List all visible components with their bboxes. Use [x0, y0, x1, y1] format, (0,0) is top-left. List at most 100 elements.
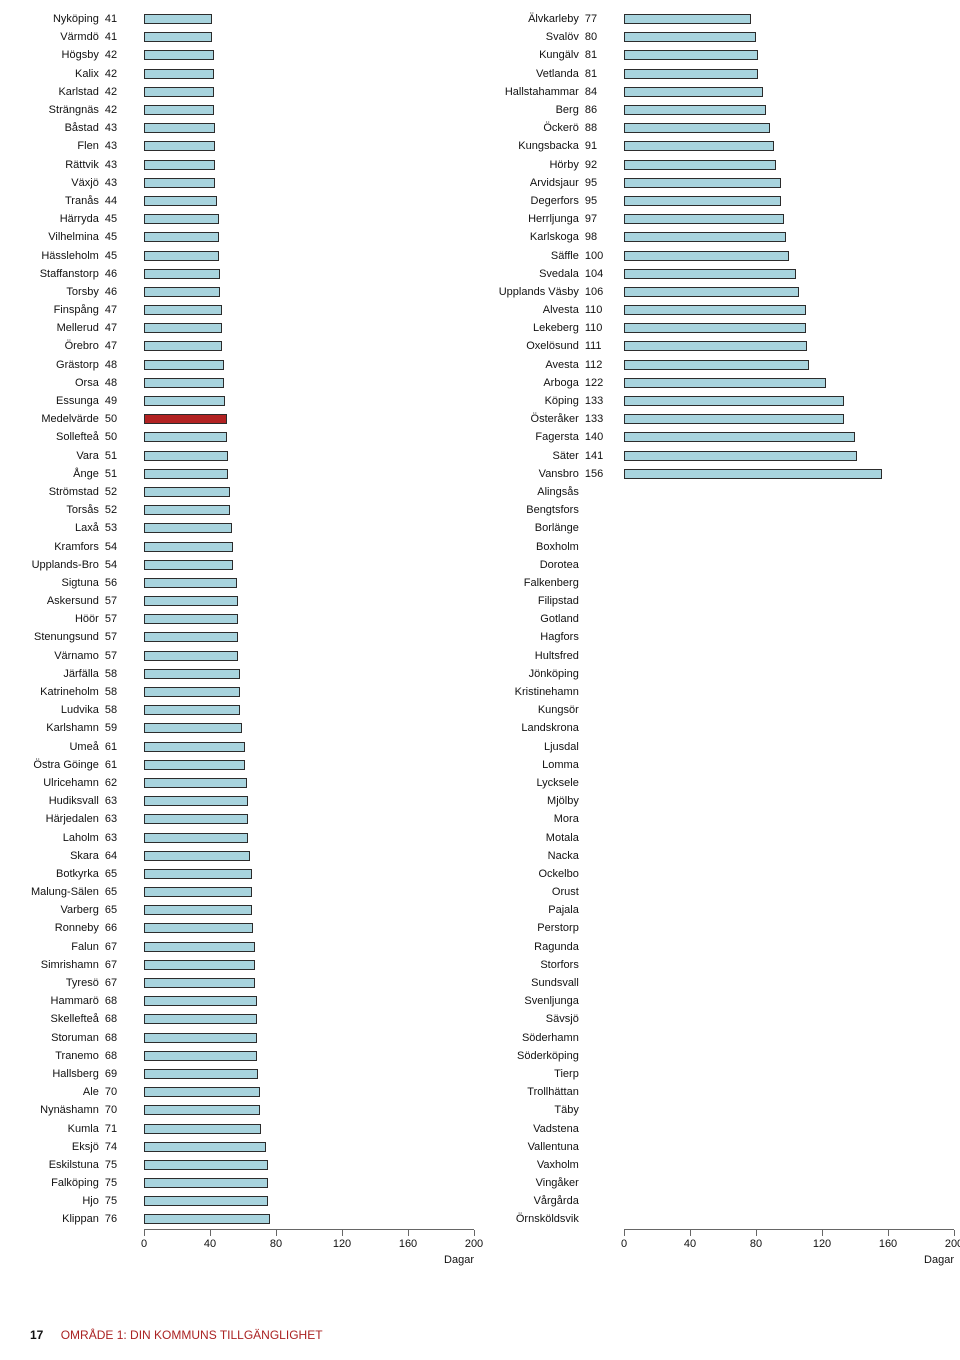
table-row: Säffle100: [490, 246, 950, 264]
table-row: Finspång47: [10, 301, 470, 319]
row-label: Värnamo: [10, 650, 103, 662]
row-value: 66: [103, 922, 144, 934]
row-label: Bengtsfors: [490, 504, 583, 516]
row-value: 53: [103, 522, 144, 534]
bar: [144, 614, 238, 624]
bar: [624, 396, 843, 406]
bar-cell: [624, 923, 950, 933]
table-row: Torsby46: [10, 283, 470, 301]
bar: [144, 1051, 256, 1061]
table-row: Falkenberg: [490, 574, 950, 592]
table-row: Nynäshamn70: [10, 1101, 470, 1119]
row-value: 156: [583, 468, 624, 480]
bar-cell: [624, 396, 950, 406]
bar: [144, 141, 215, 151]
bar: [144, 942, 255, 952]
bar: [144, 505, 230, 515]
bar: [144, 305, 222, 315]
row-value: 75: [103, 1159, 144, 1171]
row-label: Gotland: [490, 613, 583, 625]
table-row: Vingåker: [490, 1174, 950, 1192]
row-label: Katrineholm: [10, 686, 103, 698]
bar-cell: [144, 869, 470, 879]
bar: [624, 105, 766, 115]
bar-cell: [144, 214, 470, 224]
row-value: 140: [583, 431, 624, 443]
table-row: Hässleholm45: [10, 246, 470, 264]
row-label: Falköping: [10, 1177, 103, 1189]
table-row: Kumla71: [10, 1119, 470, 1137]
bar-cell: [144, 341, 470, 351]
bar-cell: [144, 742, 470, 752]
bar: [144, 469, 228, 479]
bar-cell: [144, 360, 470, 370]
bar-cell: [144, 705, 470, 715]
table-row: Boxholm: [490, 537, 950, 555]
bar-cell: [144, 178, 470, 188]
bar-cell: [144, 887, 470, 897]
row-label: Härryda: [10, 213, 103, 225]
bar: [144, 487, 230, 497]
bar-cell: [144, 396, 470, 406]
row-label: Essunga: [10, 395, 103, 407]
table-row: Öckerö88: [490, 119, 950, 137]
bar-cell: [144, 50, 470, 60]
bar: [624, 414, 843, 424]
row-value: 80: [583, 31, 624, 43]
bar: [624, 32, 756, 42]
row-value: 61: [103, 741, 144, 753]
row-label: Vadstena: [490, 1123, 583, 1135]
row-value: 106: [583, 286, 624, 298]
axis-tick: [210, 1230, 211, 1236]
bar: [144, 814, 248, 824]
bar: [144, 196, 217, 206]
axis-tick: [888, 1230, 889, 1236]
row-label: Vansbro: [490, 468, 583, 480]
bar-cell: [624, 1087, 950, 1097]
bar-cell: [624, 996, 950, 1006]
bar-cell: [624, 69, 950, 79]
row-label: Lekeberg: [490, 322, 583, 334]
row-label: Tierp: [490, 1068, 583, 1080]
bar-cell: [624, 1142, 950, 1152]
bar-cell: [624, 705, 950, 715]
row-label: Pajala: [490, 904, 583, 916]
row-value: 111: [583, 340, 624, 352]
row-label: Vingåker: [490, 1177, 583, 1189]
table-row: Sundsvall: [490, 974, 950, 992]
row-label: Storuman: [10, 1032, 103, 1044]
bar: [144, 232, 218, 242]
table-row: Kungsbacka91: [490, 137, 950, 155]
row-label: Karlshamn: [10, 722, 103, 734]
bar-cell: [144, 1069, 470, 1079]
page: Nyköping41Värmdö41Högsby42Kalix42Karlsta…: [0, 0, 960, 1360]
table-row: Eksjö74: [10, 1138, 470, 1156]
row-label: Kumla: [10, 1123, 103, 1135]
table-row: Älvkarleby77: [490, 10, 950, 28]
axis-tick-label: 80: [750, 1238, 762, 1250]
row-label: Staffanstorp: [10, 268, 103, 280]
table-row: Berg86: [490, 101, 950, 119]
bar-cell: [144, 469, 470, 479]
bar-cell: [624, 760, 950, 770]
row-value: 104: [583, 268, 624, 280]
table-row: Karlskoga98: [490, 228, 950, 246]
table-row: Järfälla58: [10, 665, 470, 683]
bar-cell: [144, 505, 470, 515]
table-row: Stenungsund57: [10, 628, 470, 646]
bar-cell: [624, 560, 950, 570]
row-label: Filipstad: [490, 595, 583, 607]
axis-tick-label: 0: [141, 1238, 147, 1250]
bar: [144, 1214, 269, 1224]
row-label: Landskrona: [490, 722, 583, 734]
bar-cell: [144, 560, 470, 570]
row-value: 42: [103, 86, 144, 98]
row-label: Avesta: [490, 359, 583, 371]
table-row: Landskrona: [490, 719, 950, 737]
bar-cell: [144, 251, 470, 261]
row-value: 63: [103, 832, 144, 844]
bar-cell: [144, 305, 470, 315]
row-value: 110: [583, 304, 624, 316]
bar-cell: [624, 632, 950, 642]
left-chart: Nyköping41Värmdö41Högsby42Kalix42Karlsta…: [10, 10, 470, 1270]
